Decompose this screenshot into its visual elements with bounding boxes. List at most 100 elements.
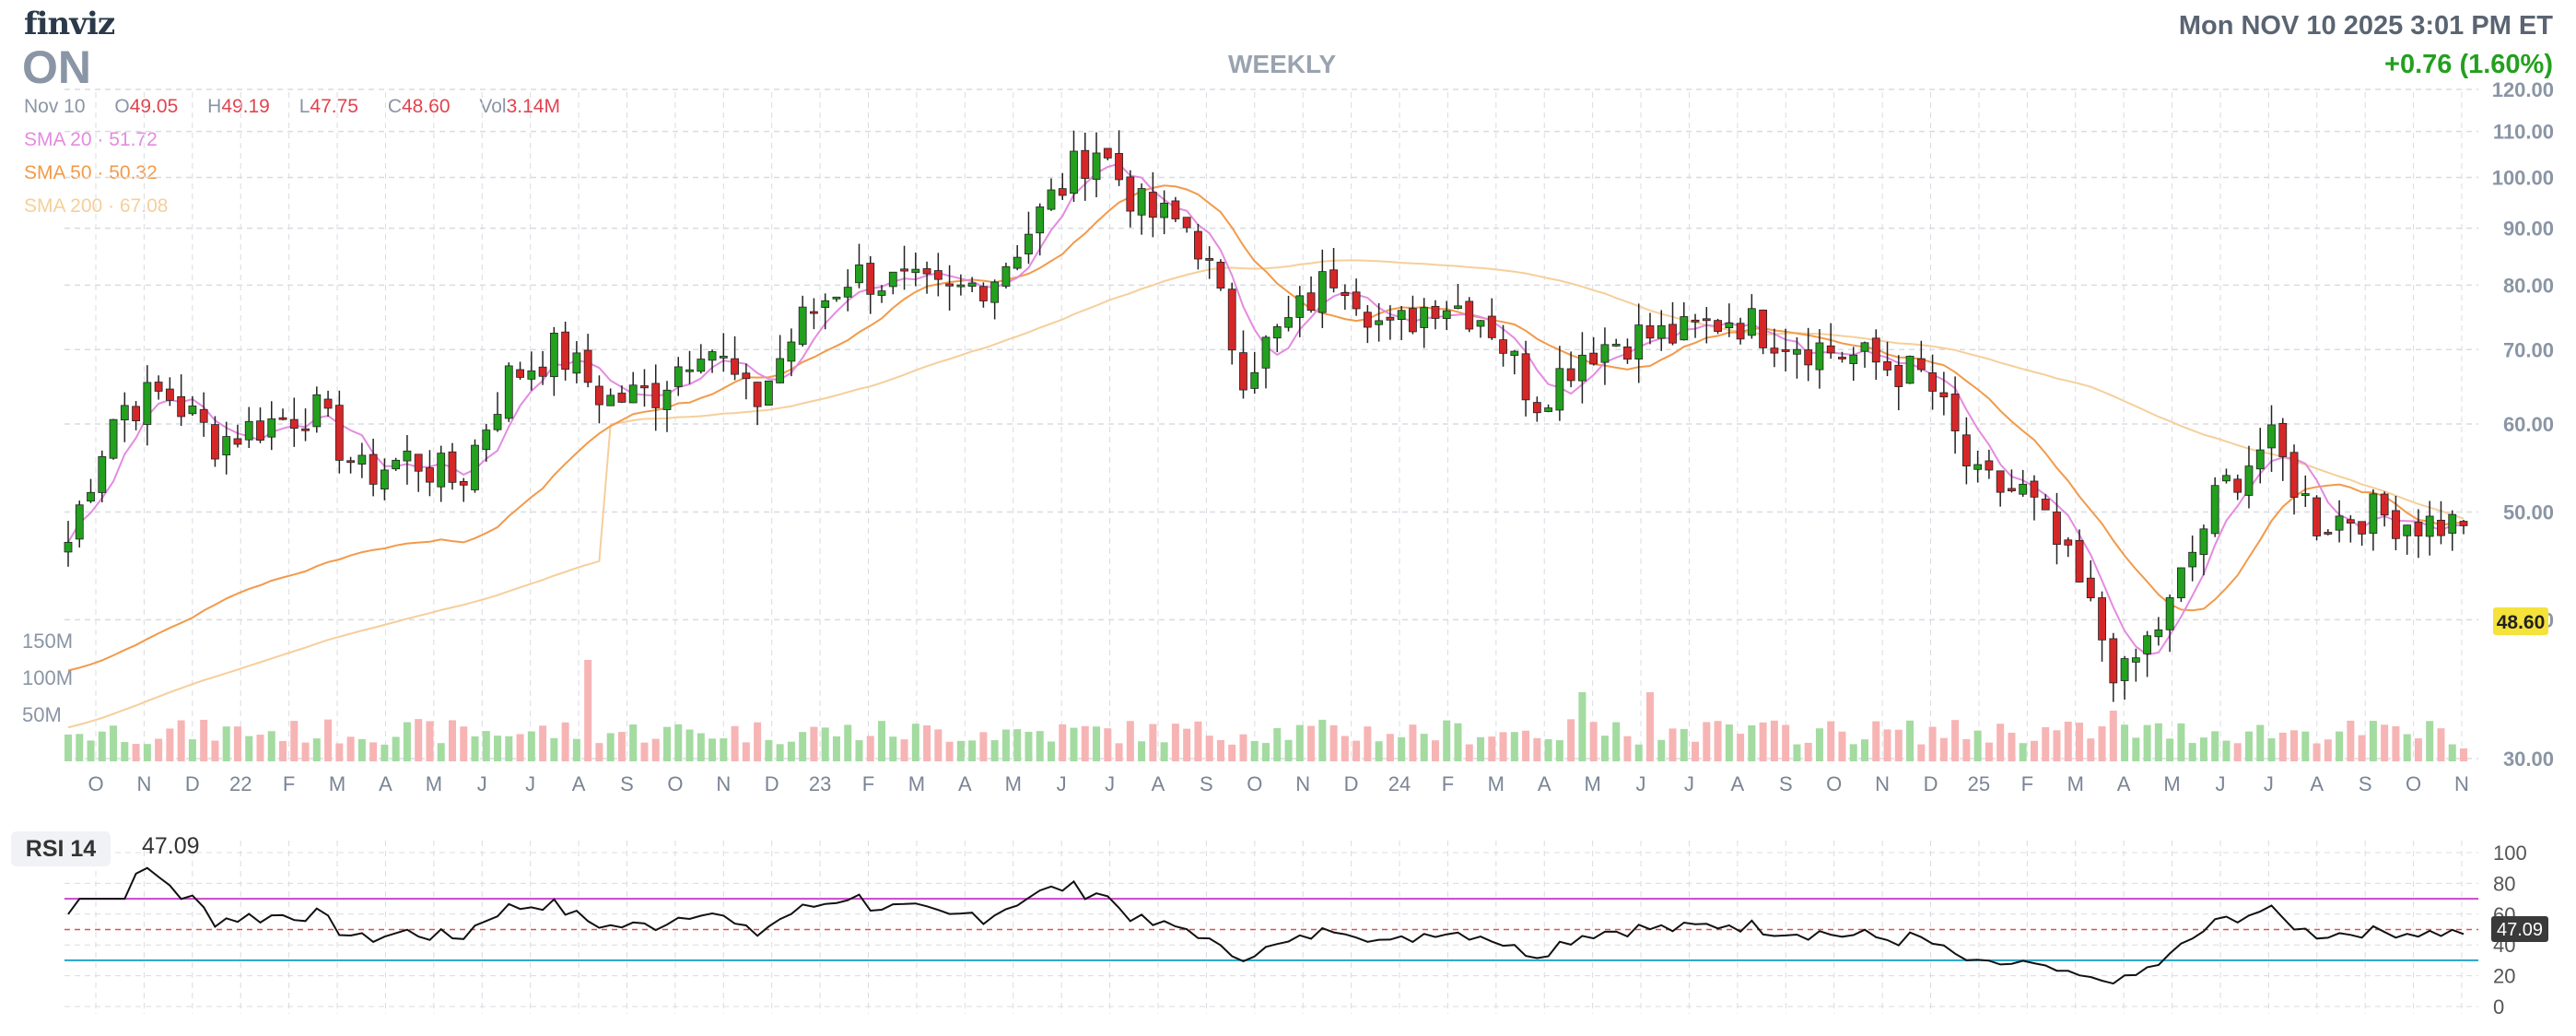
candle-body: [1115, 153, 1123, 181]
candle-body: [334, 405, 344, 461]
candle-body: [2176, 567, 2185, 599]
time-tick-label: O: [1826, 772, 1842, 795]
volume-bar: [1770, 720, 1778, 761]
candle-body: [1487, 315, 1496, 338]
candle-body: [776, 358, 785, 383]
sma200-line: [67, 259, 2465, 729]
volume-bar: [301, 742, 310, 761]
candle-body: [2008, 488, 2016, 491]
candle-body: [109, 418, 118, 459]
volume-bar: [2019, 743, 2027, 761]
candle-body: [843, 287, 852, 298]
volume-bar: [1104, 728, 1112, 761]
candle-body: [2165, 597, 2174, 630]
volume-bar: [595, 743, 603, 761]
candle-body: [922, 268, 931, 275]
volume-bar: [1047, 741, 1055, 761]
candle-body: [312, 394, 322, 428]
volume-bar: [1070, 727, 1078, 761]
candle-body: [2403, 524, 2412, 536]
volume-tick-label: 150M: [22, 630, 73, 653]
time-tick-label: J: [2215, 772, 2225, 795]
rsi-label-box[interactable]: RSI 14: [11, 831, 111, 866]
volume-bar: [617, 732, 626, 761]
candle-body: [1702, 318, 1711, 322]
volume-bar: [1284, 739, 1293, 761]
candle-body: [1476, 320, 1485, 327]
time-tick-label: J: [1057, 772, 1067, 795]
candle-body: [1781, 349, 1790, 352]
candle-body: [673, 366, 683, 387]
candle-body: [1081, 149, 1090, 179]
time-tick-label: A: [572, 772, 586, 795]
volume-bar: [494, 736, 502, 761]
candle-body: [165, 388, 174, 401]
price-tick-label: 100.00: [2492, 166, 2554, 189]
chart-datetime: Mon NOV 10 2025 3:01 PM ET: [2178, 11, 2553, 41]
volume-bar: [708, 738, 717, 761]
candle-body: [1838, 357, 1846, 359]
candle-body: [1182, 217, 1191, 229]
candle-body: [471, 444, 479, 490]
time-tick-label: A: [379, 772, 392, 795]
candle-body: [1329, 269, 1338, 288]
volume-bar: [1939, 737, 1948, 761]
rsi-tick-label: 100: [2493, 842, 2527, 865]
candle-body: [1295, 295, 1305, 318]
candle-body: [1691, 319, 1700, 323]
volume-bar: [855, 740, 863, 761]
candle-body: [685, 369, 694, 372]
volume-bar: [2098, 726, 2106, 761]
volume-bar: [290, 721, 299, 761]
candle-body: [967, 282, 977, 287]
candle-body: [2064, 539, 2073, 546]
sma200-legend[interactable]: SMA 200 · 67.08: [24, 195, 168, 218]
volume-bar: [1160, 742, 1168, 761]
candle-body: [1025, 233, 1033, 254]
rsi-tick-label: 80: [2493, 872, 2515, 895]
volume-bar: [956, 740, 965, 761]
volume-bar: [2109, 711, 2117, 761]
volume-bar: [1228, 744, 1236, 761]
volume-bar: [889, 736, 897, 761]
sma50-label: SMA 50: [24, 162, 92, 183]
chart-period: WEEKLY: [1228, 50, 1337, 78]
candle-body: [764, 380, 773, 406]
volume-bar: [527, 731, 535, 761]
volume-bar: [561, 722, 569, 761]
sma20-legend[interactable]: SMA 20 · 51.72: [24, 129, 158, 151]
candle-body: [1996, 470, 2005, 493]
volume-bar: [776, 744, 784, 761]
candle-body: [572, 352, 581, 374]
candle-body: [1589, 352, 1598, 365]
volume-bar: [381, 744, 389, 761]
candle-body: [708, 351, 717, 361]
candle-body: [2154, 629, 2163, 638]
candle-body: [323, 398, 333, 409]
candle-body: [289, 418, 299, 430]
time-tick-label: N: [716, 772, 731, 795]
volume-bar: [1250, 740, 1259, 761]
time-tick-label: N: [1875, 772, 1890, 795]
candle-body: [933, 270, 943, 280]
volume-bar: [188, 739, 196, 761]
volume-bar: [1657, 739, 1666, 761]
volume-bar: [1827, 721, 1835, 761]
sma50-legend[interactable]: SMA 50 · 50.32: [24, 162, 158, 184]
volume-bar: [1036, 731, 1044, 761]
candle-body: [855, 264, 863, 284]
candle-body: [2120, 658, 2129, 681]
sma50-line: [67, 184, 2465, 672]
finviz-logo[interactable]: finviz: [24, 6, 115, 42]
candle-body: [1070, 150, 1078, 194]
price-grid: [64, 88, 2478, 1014]
volume-bar: [1725, 724, 1733, 761]
sma20-path: [67, 162, 2465, 656]
candle-body: [1725, 322, 1734, 329]
sma50-path: [67, 184, 2465, 672]
volume-bar: [200, 719, 208, 761]
volume-bar: [945, 741, 954, 761]
candle-body: [1205, 258, 1214, 261]
